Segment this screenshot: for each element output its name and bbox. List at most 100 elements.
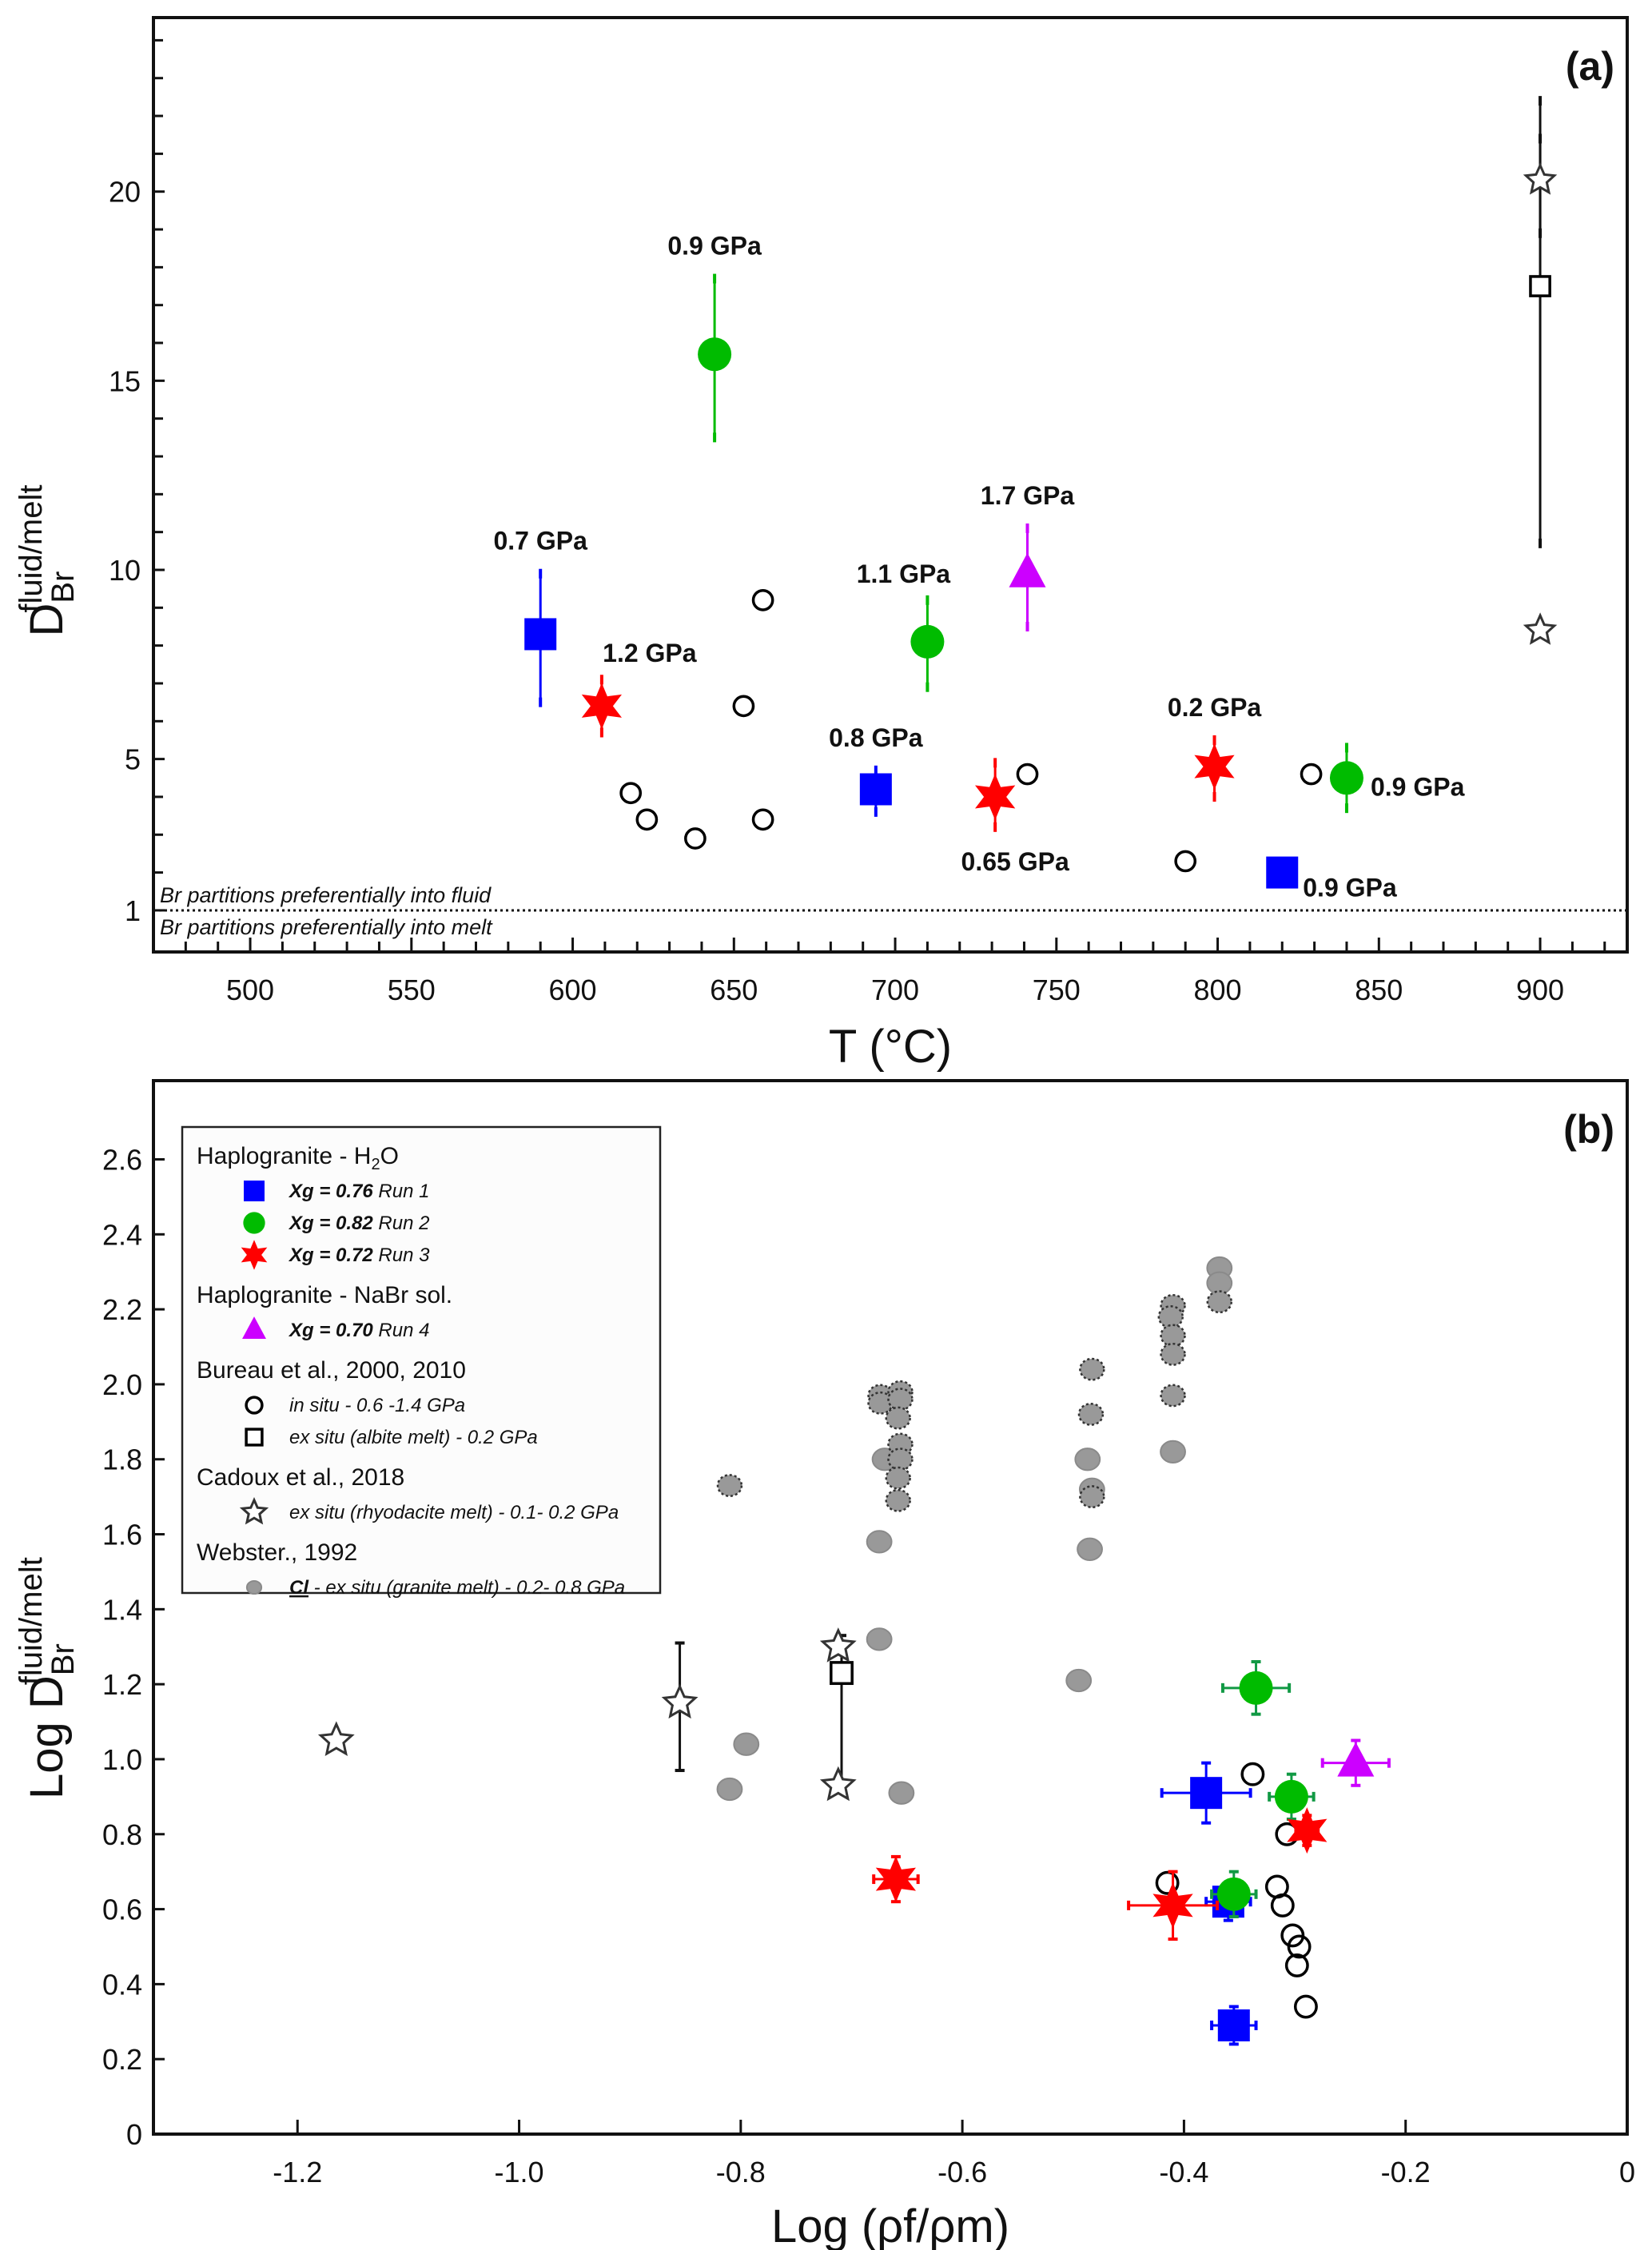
data-point bbox=[887, 1388, 914, 1412]
y-axis-title: Log DBrfluid/melt bbox=[14, 1557, 81, 1799]
legend-group-title: Webster., 1992 bbox=[197, 1539, 357, 1566]
data-point bbox=[1284, 1953, 1309, 1977]
data-point bbox=[1329, 761, 1363, 795]
x-tick-label: 700 bbox=[871, 974, 919, 1006]
data-point bbox=[1337, 1742, 1375, 1777]
x-tick-label: -0.4 bbox=[1159, 2156, 1208, 2188]
data-point bbox=[866, 1530, 893, 1554]
data-point bbox=[716, 1777, 743, 1802]
pressure-label: 0.8 GPa bbox=[829, 723, 923, 752]
pressure-label: 1.1 GPa bbox=[857, 560, 951, 588]
panel-label-b: (b) bbox=[1563, 1107, 1614, 1152]
data-point bbox=[887, 1448, 914, 1471]
data-point bbox=[716, 1474, 743, 1498]
y-tick-label: 0.6 bbox=[102, 1894, 142, 1926]
x-tick-label: 550 bbox=[388, 974, 436, 1006]
y-tick-label: 1.6 bbox=[102, 1519, 142, 1551]
legend-marker bbox=[245, 1579, 263, 1595]
legend-entry: Xg = 0.70 Run 4 bbox=[242, 1316, 429, 1341]
data-point bbox=[1206, 1290, 1232, 1314]
y-tick-label: 0.8 bbox=[102, 1818, 142, 1851]
data-point bbox=[317, 1721, 355, 1756]
series-run-3: 1.2 GPa 0.65 GPa 0.2 GPa bbox=[581, 639, 1262, 876]
pressure-label: 0.9 GPa bbox=[1303, 874, 1397, 902]
series-run-4: 1.7 GPa bbox=[981, 481, 1074, 631]
y-tick-label: 1.2 bbox=[102, 1668, 142, 1701]
data-point bbox=[885, 1406, 911, 1430]
data-point bbox=[975, 774, 1016, 820]
legend-marker bbox=[242, 1316, 266, 1340]
y-tick-label: 2.0 bbox=[102, 1368, 142, 1401]
data-point bbox=[830, 1661, 854, 1686]
data-point bbox=[1206, 1271, 1233, 1295]
panel-b: 0 0.2 0.4 0.6 0.8 1.0 1.2 1.4 1.6 1.8 2.0 2.2 2.4 2.6… bbox=[14, 1079, 1635, 2250]
data-point bbox=[1239, 1671, 1273, 1705]
data-point bbox=[819, 1627, 857, 1663]
data-point bbox=[1160, 1440, 1186, 1463]
series-cadoux-ex-situ bbox=[1523, 133, 1558, 645]
legend-label: Xg = 0.82 Run 2 bbox=[288, 1213, 429, 1234]
data-point bbox=[1523, 162, 1558, 195]
y-tick-label: 1.8 bbox=[102, 1444, 142, 1476]
y-tick-label: 1 bbox=[125, 894, 141, 927]
legend-marker bbox=[241, 1240, 268, 1270]
y-tick-label: 0 bbox=[126, 2118, 142, 2151]
legend-marker bbox=[245, 1428, 264, 1447]
legend-entry: Cl - ex situ (granite melt) - 0.2- 0.8 G… bbox=[245, 1577, 625, 1599]
data-point bbox=[751, 589, 774, 611]
series-bureau-in-situ bbox=[619, 589, 1323, 873]
y-tick-label: 15 bbox=[109, 364, 141, 397]
y-tick-label: 2.6 bbox=[102, 1143, 142, 1176]
legend-group-title: Haplogranite - H2O bbox=[197, 1143, 399, 1173]
legend-label: Xg = 0.72 Run 3 bbox=[288, 1244, 430, 1266]
pressure-label: 1.2 GPa bbox=[603, 639, 697, 667]
series-run-2: 0.9 GPa 1.1 GPa 0.9 GPa bbox=[667, 232, 1465, 814]
x-axis-title: T (°C) bbox=[829, 1021, 952, 1073]
pressure-label: 0.65 GPa bbox=[961, 847, 1069, 876]
legend-label: in situ - 0.6 -1.4 GPa bbox=[289, 1395, 465, 1416]
plot-frame bbox=[152, 1079, 1629, 2136]
legend-label: Xg = 0.76 Run 1 bbox=[288, 1181, 429, 1202]
legend-entry: in situ - 0.6 -1.4 GPa bbox=[245, 1395, 465, 1416]
data-point bbox=[885, 1488, 911, 1512]
data-point bbox=[1074, 1448, 1101, 1471]
data-point bbox=[1077, 1402, 1105, 1426]
legend-label: ex situ (rhyodacite melt) - 0.1- 0.2 GPa bbox=[289, 1502, 619, 1523]
data-point bbox=[1274, 1779, 1308, 1814]
series-run-3 bbox=[872, 1807, 1328, 1941]
data-point bbox=[1160, 1384, 1186, 1408]
data-point bbox=[1287, 1934, 1312, 1959]
y-tick-label: 1.4 bbox=[102, 1593, 142, 1626]
y-tick-label: 20 bbox=[109, 176, 141, 209]
data-point bbox=[751, 808, 774, 831]
data-point bbox=[1216, 1877, 1251, 1911]
y-tick-label: 2.4 bbox=[102, 1218, 142, 1251]
x-tick-label: 600 bbox=[549, 974, 597, 1006]
plot-frame bbox=[152, 16, 1629, 954]
legend-label: Xg = 0.70 Run 4 bbox=[288, 1320, 429, 1341]
x-tick-label: -0.8 bbox=[716, 2156, 766, 2188]
x-tick-label: 900 bbox=[1516, 974, 1564, 1006]
data-point bbox=[524, 618, 557, 651]
legend-entry: Xg = 0.76 Run 1 bbox=[244, 1181, 429, 1202]
y-tick-label: 5 bbox=[125, 743, 141, 776]
legend-box bbox=[181, 1125, 662, 1595]
x-tick-label: 750 bbox=[1033, 974, 1081, 1006]
series-run-1: 0.7 GPa 0.8 GPa 0.9 GPa bbox=[493, 527, 1396, 902]
x-tick-label: -1.0 bbox=[495, 2156, 544, 2188]
pressure-label: 0.9 GPa bbox=[667, 232, 762, 261]
legend-marker bbox=[243, 1212, 265, 1234]
series-webster-cl bbox=[716, 1256, 1233, 1805]
x-tick-label: 0 bbox=[1619, 2156, 1635, 2188]
y-tick-label: 10 bbox=[109, 554, 141, 587]
data-point bbox=[1529, 275, 1551, 297]
y-tick-label: 0.2 bbox=[102, 2043, 142, 2076]
legend-label: ex situ (albite melt) - 0.2 GPa bbox=[289, 1427, 538, 1448]
pressure-label: 0.2 GPa bbox=[1168, 693, 1262, 722]
legend-label: Cl - ex situ (granite melt) - 0.2- 0.8 G… bbox=[289, 1577, 625, 1599]
x-tick-label: -1.2 bbox=[273, 2156, 322, 2188]
data-point bbox=[819, 1766, 857, 1802]
data-point bbox=[661, 1683, 699, 1719]
